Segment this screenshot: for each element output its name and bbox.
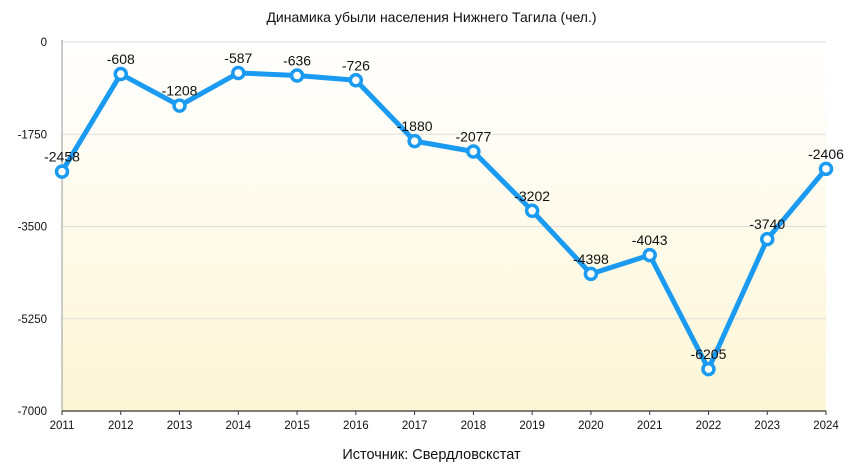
data-point [348,73,364,88]
y-tick-label: -7000 [18,406,47,418]
x-tick-label: 2024 [813,420,839,432]
data-label: -2458 [44,149,80,165]
chart-title: Динамика убыли населения Нижнего Тагила … [266,9,597,25]
y-tick-label: -5250 [18,314,47,326]
x-axis-ticks: 2011 2012 2013 2014 2015 2016 2017 2018 2019 2020… [50,411,839,432]
y-axis-ticks: 0 -1750 -3500 -5250 -7000 [18,37,47,418]
x-tick-label: 2020 [578,420,604,432]
x-tick-label: 2012 [108,420,134,432]
data-point [172,98,187,113]
data-point [642,247,657,263]
y-tick-label: -1750 [18,129,47,141]
data-label: -608 [107,51,135,67]
data-label: -1208 [162,83,198,99]
series-line [59,70,829,372]
data-label: -2406 [808,146,844,162]
x-tick-label: 2016 [343,420,369,432]
data-label: -4398 [573,251,609,267]
data-point [407,133,422,149]
x-tick-label: 2017 [402,420,428,432]
gridlines [62,41,826,320]
x-tick-label: 2023 [754,420,780,432]
data-label: -636 [283,53,311,69]
x-tick-label: 2022 [696,420,722,432]
x-tick-label: 2021 [637,420,663,432]
x-tick-label: 2014 [226,420,252,432]
y-tick-label: -3500 [18,222,47,234]
chart-source: Источник: Свердловскстат [342,447,521,463]
y-tick-label: 0 [41,37,47,49]
series-population-decline [54,65,834,377]
data-point [701,361,716,377]
data-label: -587 [224,50,252,66]
data-point [113,66,129,82]
x-tick-label: 2018 [461,420,487,432]
axes [61,40,826,412]
x-tick-label: 2015 [284,420,310,432]
data-point [231,65,246,81]
data-point [466,144,481,159]
data-label: -726 [342,57,370,73]
data-label: -2077 [455,128,491,144]
x-tick-label: 2013 [167,420,193,432]
data-label: -3740 [749,216,785,232]
data-label: -3202 [514,188,550,204]
data-point [54,164,70,179]
data-point [583,266,599,282]
data-point [524,203,540,219]
x-tick-label: 2011 [50,420,75,432]
data-point [289,68,305,83]
data-label: -1880 [397,118,433,134]
x-tick-label: 2019 [519,420,545,432]
data-point [818,161,834,177]
data-label: -6205 [691,346,727,362]
data-label: -4043 [632,232,668,248]
data-labels: -2458 -608 -1208 -587 -636 -726 -1880 -2077 -320… [44,50,844,362]
data-point [759,231,775,247]
